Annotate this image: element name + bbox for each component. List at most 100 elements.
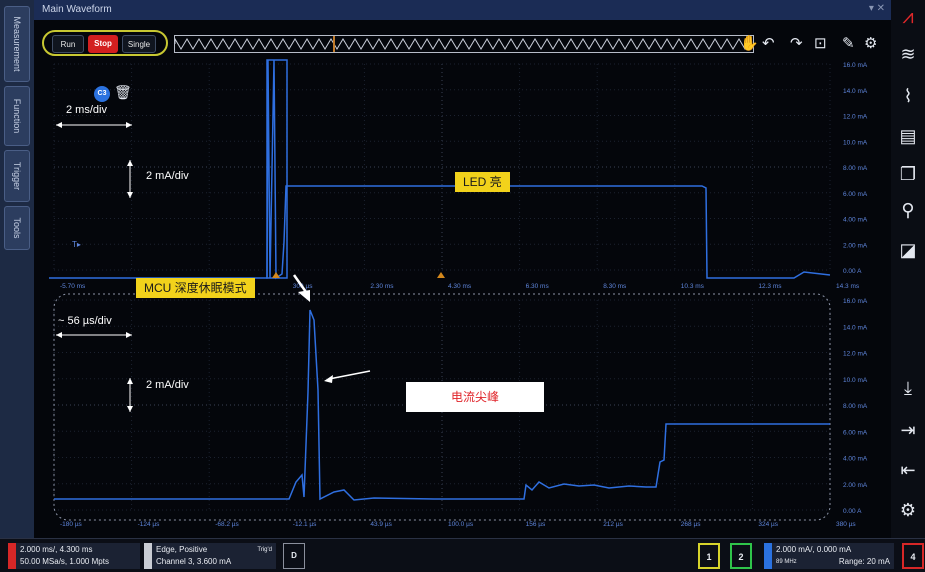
upper-y-tick-label: 0.00 A — [843, 268, 862, 275]
horizontal-settings[interactable]: 2.000 ms/, 4.300 ms 50.00 MSa/s, 1.000 M… — [8, 543, 140, 569]
channel-3-range: Range: 20 mA — [838, 557, 890, 566]
measure-icon[interactable]: ⌇ — [903, 86, 913, 106]
settings-gear-icon[interactable]: ⚙ — [864, 35, 878, 52]
upper-x-tick-label: 10.3 ms — [681, 283, 705, 290]
lower-x-tick-label: 100.0 µs — [448, 521, 474, 528]
mcu-pointer-head — [298, 290, 310, 302]
waveform-settings-icon[interactable]: ≋ — [900, 44, 916, 64]
right-toolbar: ⩘ ≋ ⌇ ▤ ❐ ⚲ ◪ ⤓ ⇥ ⇤ ⚙ — [891, 0, 925, 538]
mcu-sleep-callout: MCU 深度休眠模式 — [136, 278, 255, 298]
redo-icon[interactable]: ↷ — [790, 35, 803, 52]
upper-x-tick-label: 8.30 ms — [603, 283, 627, 290]
scale-arrows — [56, 124, 132, 412]
lower-x-tick-label: 156 µs — [526, 521, 546, 528]
overview-position-marker — [333, 36, 335, 52]
upper-current-div-label: 2 mA/div — [146, 170, 189, 182]
tab-tools[interactable]: Tools — [4, 206, 30, 250]
download-icon[interactable]: ⤓ — [904, 378, 912, 398]
tab-trigger-label: Trigger — [12, 161, 22, 191]
tab-measurement-label: Measurement — [12, 16, 22, 72]
lower-y-tick-label: 4.00 mA — [843, 456, 868, 463]
lower-x-tick-label: -180 µs — [60, 521, 83, 528]
lower-y-tick-label: 2.00 mA — [843, 482, 868, 489]
lower-y-tick-label: 0.00 A — [843, 508, 862, 515]
upper-current-trace — [49, 59, 831, 280]
lower-time-div-label: ~ 56 µs/div — [58, 315, 112, 327]
channel-3-bandwidth: 89 MHz — [776, 559, 797, 565]
upper-y-tick-label: 4.00 mA — [843, 217, 868, 224]
lower-y-tick-label: 16.0 mA — [843, 298, 868, 305]
lower-current-div-label: 2 mA/div — [146, 379, 189, 391]
spike-pointer-line — [328, 370, 371, 380]
upper-y-tick-label: 6.00 mA — [843, 191, 868, 198]
marker-tool-icon[interactable]: ✎ — [842, 35, 855, 52]
channel-3-settings[interactable]: 2.000 mA/, 0.000 mA 89 MHz Range: 20 mA — [764, 543, 894, 569]
channel-2-button[interactable]: 2 — [730, 543, 752, 569]
upper-y-tick-label: 8.00 mA — [843, 165, 868, 172]
tab-measurement[interactable]: Measurement — [4, 6, 30, 82]
pan-hand-icon[interactable]: ✋ — [740, 35, 759, 52]
digital-channel-button[interactable]: D — [283, 543, 305, 569]
probe-icon[interactable]: ⚲ — [901, 200, 915, 220]
lower-x-tick-label: 43.9 µs — [370, 521, 392, 528]
trigger-level-marker: T▸ — [72, 240, 81, 249]
upper-y-tick-label: 14.0 mA — [843, 88, 868, 95]
multi-window-icon[interactable]: ❐ — [899, 164, 917, 184]
status-bar: 2.000 ms/, 4.300 ms 50.00 MSa/s, 1.000 M… — [0, 538, 925, 572]
upper-y-tick-label: 2.00 mA — [843, 242, 868, 249]
upper-y-tick-label: 10.0 mA — [843, 139, 868, 146]
window-title: Main Waveform — [42, 4, 112, 15]
upper-x-tick-label: 2.30 ms — [370, 283, 394, 290]
upper-x-tick-label: 12.3 ms — [758, 283, 782, 290]
upper-y-tick-label: 12.0 mA — [843, 114, 868, 121]
lower-y-tick-label: 12.0 mA — [843, 351, 868, 358]
import-icon[interactable]: ⇥ — [900, 420, 916, 440]
run-button[interactable]: Run — [52, 35, 84, 53]
horizontal-scale: 2.000 ms/, 4.300 ms — [20, 545, 93, 554]
channel-indicator[interactable]: C3 — [94, 86, 110, 102]
lower-grid: -180 µs -124 µs -68.2 µs -12.1 µs 43.9 µs 100… — [53, 298, 868, 528]
tab-function[interactable]: Function — [4, 86, 30, 146]
current-spike-callout: 电流尖峰 — [406, 382, 544, 412]
mcu-pointer-line — [292, 274, 308, 293]
trigger-channel-level: Channel 3, 3.600 mA — [156, 557, 232, 566]
lower-y-tick-label: 6.00 mA — [843, 429, 868, 436]
upper-y-tick-label: 16.0 mA — [843, 62, 868, 69]
waveform-overview-bar[interactable] — [174, 35, 754, 53]
spike-pointer-head — [324, 375, 333, 383]
brand-logo-icon: ⩘ — [902, 6, 914, 28]
zoom-fit-icon[interactable]: ⊡ — [814, 35, 827, 52]
lower-x-tick-label: -12.1 µs — [293, 521, 317, 528]
upper-time-div-label: 2 ms/div — [66, 104, 107, 116]
upper-x-tick-label: 14.3 ms — [836, 283, 860, 290]
run-control-group — [42, 30, 168, 56]
single-button[interactable]: Single — [122, 35, 156, 53]
channel-1-button[interactable]: 1 — [698, 543, 720, 569]
tab-trigger[interactable]: Trigger — [4, 150, 30, 202]
lower-current-trace — [54, 309, 830, 501]
upper-x-tick-label: 6.30 ms — [526, 283, 550, 290]
export-icon[interactable]: ⇤ — [900, 460, 916, 480]
window-controls[interactable]: ▾ ✕ — [868, 3, 885, 14]
led-on-callout: LED 亮 — [455, 172, 510, 192]
scale-arrowheads — [56, 122, 133, 412]
trigger-edge: Edge, Positive — [156, 545, 208, 554]
lower-y-tick-label: 10.0 mA — [843, 377, 868, 384]
automation-icon[interactable]: ⚙ — [899, 500, 917, 520]
channel-4-button[interactable]: 4 — [902, 543, 924, 569]
lower-x-tick-label: 324 µs — [758, 521, 778, 528]
horizontal-sample-rate: 50.00 MSa/s, 1.000 Mpts — [20, 557, 109, 566]
window-title-bar: Main Waveform ▾ ✕ — [34, 0, 891, 20]
lower-x-tick-label: 380 µs — [836, 521, 856, 528]
zoom-icon[interactable]: ◪ — [899, 240, 917, 260]
trigger-settings[interactable]: Edge, Positive Trig'd Channel 3, 3.600 m… — [144, 543, 276, 569]
lower-x-tick-label: 212 µs — [603, 521, 623, 528]
time-reference-markers — [272, 272, 445, 278]
lower-y-tick-label: 8.00 mA — [843, 403, 868, 410]
fft-icon[interactable]: ▤ — [899, 126, 917, 146]
undo-icon[interactable]: ↶ — [762, 35, 775, 52]
stop-button[interactable]: Stop — [88, 35, 118, 53]
trash-icon[interactable]: 🗑 — [114, 84, 132, 100]
